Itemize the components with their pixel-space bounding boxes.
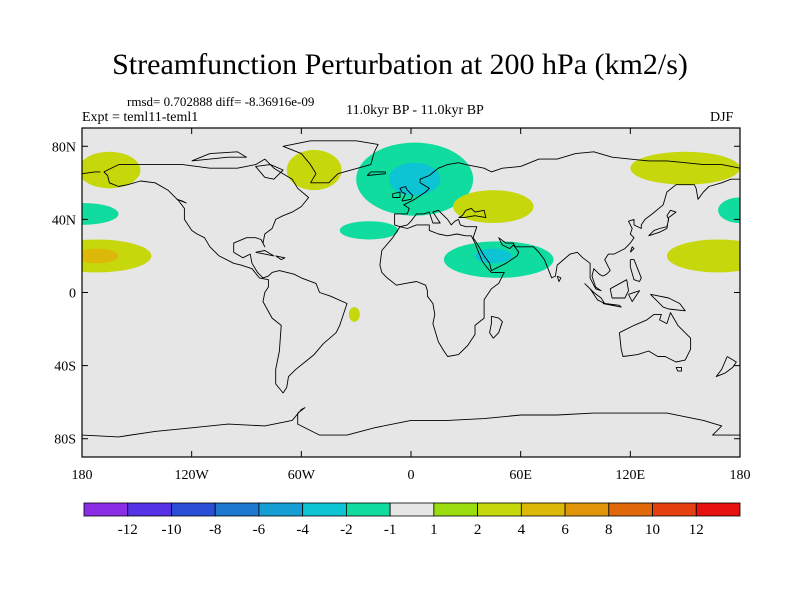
colorbar-label: -10 [161, 522, 181, 538]
colorbar-swatch [258, 502, 304, 517]
colorbar-swatch [652, 502, 697, 517]
coastline-5 [458, 207, 487, 219]
colorbar-swatch [520, 502, 566, 517]
colorbar-label: -1 [384, 522, 397, 538]
anomaly-region-13 [718, 197, 740, 224]
lon-tick-label: 180 [72, 468, 93, 483]
anomaly-region-11 [348, 307, 360, 322]
colorbar-label: 1 [430, 522, 438, 538]
coastline-12 [392, 191, 401, 198]
colorbar-label: 2 [474, 522, 482, 538]
colorbar-swatch [83, 502, 129, 517]
lat-tick-label: 40N [52, 213, 76, 228]
colorbar-swatch [433, 502, 479, 517]
colorbar-label: 12 [689, 522, 704, 538]
coastline-9 [675, 366, 682, 372]
colorbar-swatch [302, 502, 347, 517]
coastline-0 [103, 158, 348, 394]
colorbar-label: 4 [518, 522, 526, 538]
coastline-16 [629, 259, 642, 282]
coastline-8 [618, 312, 692, 363]
anomaly-region-7 [339, 221, 399, 240]
coastline-15 [629, 246, 635, 253]
coastline-21 [650, 293, 686, 312]
coastline-3 [82, 171, 101, 175]
anomaly-region-0 [82, 151, 141, 189]
coastline-11 [399, 186, 414, 202]
colorbar-swatch [477, 502, 522, 517]
colorbar-swatch [127, 502, 172, 517]
coastline-25 [82, 407, 740, 438]
coastline-4 [394, 178, 740, 292]
lon-tick-label: 0 [408, 468, 415, 483]
anomaly-region-6 [389, 162, 441, 196]
lon-tick-label: 120E [616, 468, 646, 483]
lon-tick-label: 180 [730, 468, 751, 483]
lat-tick-label: 40S [54, 360, 76, 375]
coastline-13 [366, 171, 386, 176]
lat-tick-label: 0 [69, 287, 76, 302]
colorbar-swatch [214, 502, 260, 517]
coastline-19 [609, 279, 629, 299]
coastline-1 [282, 140, 379, 184]
colorbar-label: 6 [561, 522, 569, 538]
anomaly-layer [82, 142, 740, 322]
coastline-24 [275, 255, 286, 261]
coastline-6 [379, 224, 505, 357]
coastline-20 [628, 290, 640, 303]
anomaly-region-8 [453, 190, 534, 224]
colorbar-label: -2 [340, 522, 353, 538]
colorbar-swatch [171, 502, 216, 517]
coastline-23 [255, 250, 275, 257]
colorbar-label: -4 [296, 522, 309, 538]
colorbar-label: -6 [253, 522, 266, 538]
colorbar-label: -8 [209, 522, 222, 538]
coastline-2 [394, 151, 740, 225]
coastline-26 [176, 198, 187, 204]
colorbar-swatch [608, 502, 653, 517]
season-label: DJF [710, 110, 734, 125]
colorbar-swatch [389, 502, 435, 517]
lon-tick-label: 60E [509, 468, 532, 483]
coastline-layer [82, 140, 740, 438]
period-label: 11.0kyr BP - 11.0kyr BP [346, 103, 484, 118]
colorbar-label: 10 [645, 522, 660, 538]
anomaly-region-12 [630, 151, 740, 185]
experiment-label: Expt = teml11-teml1 [82, 110, 199, 125]
colorbar-label: -12 [118, 522, 138, 538]
anomaly-region-1 [82, 202, 119, 225]
coastline-7 [489, 315, 503, 339]
lat-tick-label: 80S [54, 433, 76, 448]
colorbar-swatch [345, 502, 391, 517]
coastline-28 [191, 151, 247, 162]
coastline-27 [255, 164, 284, 180]
lon-tick-label: 60W [288, 468, 316, 483]
lat-tick-label: 80N [52, 140, 76, 155]
coastline-10 [715, 356, 737, 378]
coastline-18 [602, 303, 622, 308]
colorbar-swatch [564, 502, 610, 517]
colorbar-swatch [695, 502, 741, 517]
anomaly-region-3 [82, 248, 119, 264]
lon-tick-label: 120W [175, 468, 210, 483]
anomaly-region-14 [666, 239, 740, 273]
coastline-14 [648, 209, 677, 237]
colorbar: -12 -10 -8 -6 -4 -2 -1 1 2 4 6 8 10 12 [83, 502, 741, 538]
colorbar-label: 8 [605, 522, 613, 538]
coastline-22 [556, 275, 562, 282]
axis-layer: 180 120W 60W 0 60E 120E 180 80N 40N 0 40S 80S [52, 128, 751, 483]
chart-title: Streamfunction Perturbation at 200 hPa (… [112, 48, 688, 81]
rmsd-stats: rmsd= 0.702888 diff= -8.36916e-09 [127, 94, 315, 109]
anomaly-region-10 [474, 248, 512, 264]
